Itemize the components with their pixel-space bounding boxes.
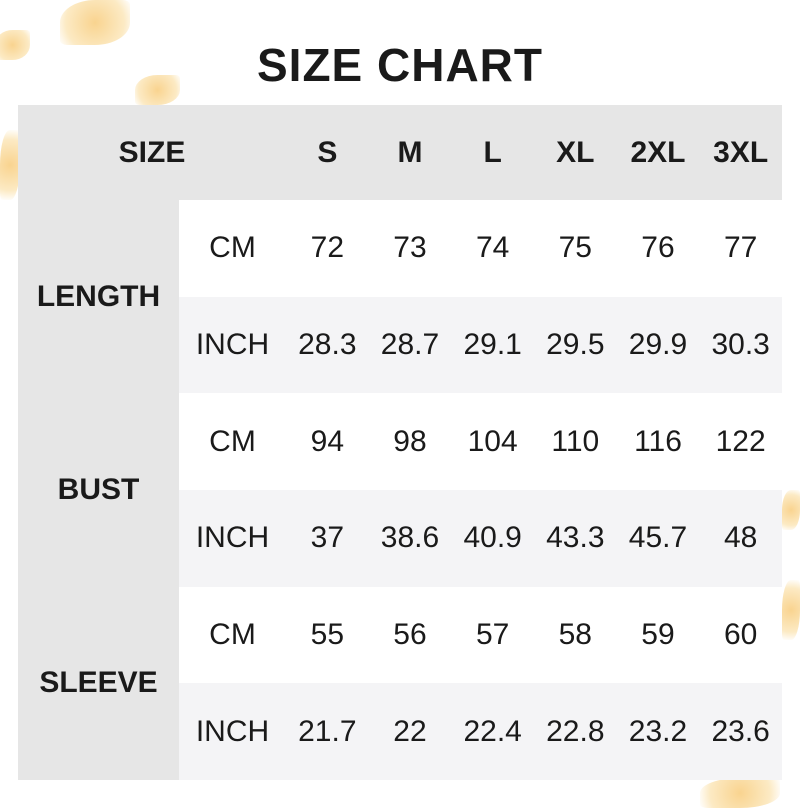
table-cell: 48 [699, 489, 782, 587]
size-header-l: L [451, 105, 534, 200]
unit-label: CM [179, 200, 286, 297]
measurement-label-length: LENGTH [18, 200, 179, 394]
table-cell: 22.4 [451, 683, 534, 780]
table-cell: 28.3 [286, 296, 369, 394]
maple-leaf-decoration [782, 490, 800, 530]
size-header-3xl: 3XL [699, 105, 782, 200]
maple-leaf-decoration [135, 75, 180, 105]
table-cell: 110 [533, 393, 617, 490]
table-cell: 104 [451, 393, 534, 490]
table-cell: 94 [286, 393, 369, 490]
table-cell: 30.3 [699, 296, 782, 394]
table-cell: 72 [286, 200, 369, 297]
table-cell: 23.2 [616, 683, 700, 780]
maple-leaf-decoration [782, 580, 800, 640]
size-header-xl: XL [533, 105, 617, 200]
table-cell: 74 [451, 200, 534, 297]
size-chart-table: SIZE S M L XL 2XL 3XL LENGTH CM 72 73 74 75 76 77 INCH… [18, 105, 782, 780]
table-cell: 122 [699, 393, 782, 490]
measurement-label-sleeve: SLEEVE [18, 586, 179, 780]
unit-label: INCH [179, 296, 286, 394]
unit-label: INCH [179, 489, 286, 587]
maple-leaf-decoration [60, 0, 130, 45]
table-cell: 21.7 [286, 683, 369, 780]
table-cell: 22.8 [533, 683, 617, 780]
size-header-s: S [286, 105, 369, 200]
table-cell: 38.6 [368, 489, 452, 587]
measurement-label-bust: BUST [18, 393, 179, 587]
table-cell: 75 [533, 200, 617, 297]
table-cell: 58 [533, 586, 617, 684]
table-cell: 76 [616, 200, 700, 297]
unit-label: CM [179, 393, 286, 490]
table-cell: 77 [699, 200, 782, 297]
table-cell: 56 [368, 586, 452, 684]
table-cell: 43.3 [533, 489, 617, 587]
table-cell: 22 [368, 683, 452, 780]
table-cell: 116 [616, 393, 700, 490]
table-cell: 45.7 [616, 489, 700, 587]
unit-label: INCH [179, 683, 286, 780]
table-cell: 98 [368, 393, 452, 490]
table-cell: 60 [699, 586, 782, 684]
table-cell: 29.1 [451, 296, 534, 394]
maple-leaf-decoration [0, 130, 20, 200]
unit-label: CM [179, 586, 286, 684]
size-header-m: M [368, 105, 452, 200]
table-cell: 55 [286, 586, 369, 684]
page-title: SIZE CHART [257, 39, 543, 91]
table-cell: 29.5 [533, 296, 617, 394]
table-cell: 28.7 [368, 296, 452, 394]
maple-leaf-decoration [700, 778, 780, 808]
table-cell: 37 [286, 489, 369, 587]
maple-leaf-decoration [0, 30, 30, 60]
table-cell: 40.9 [451, 489, 534, 587]
size-header-2xl: 2XL [616, 105, 700, 200]
table-cell: 59 [616, 586, 700, 684]
table-cell: 73 [368, 200, 452, 297]
size-header: SIZE [18, 105, 286, 200]
table-cell: 57 [451, 586, 534, 684]
table-cell: 29.9 [616, 296, 700, 394]
table-cell: 23.6 [699, 683, 782, 780]
